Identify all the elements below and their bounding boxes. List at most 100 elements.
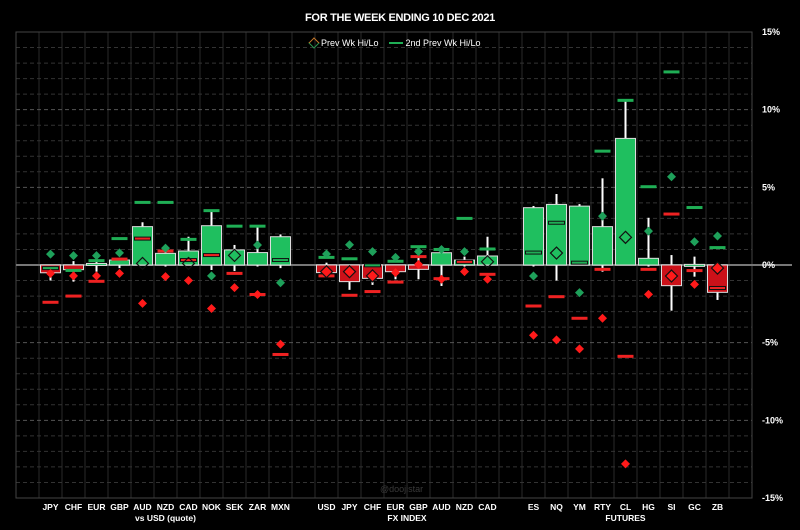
instrument-zar: ZAR [247,224,268,512]
instrument-nok: NOK [201,209,222,512]
prev2-high-line [364,263,381,268]
y-tick-label: -15% [762,493,783,503]
prev2-high-line [709,246,726,250]
prev-low-diamond [552,335,561,345]
x-tick-label: NOK [202,502,222,512]
instrument-nq: NQ [546,194,567,512]
group-label: vs USD (quote) [135,513,196,523]
bar [109,259,130,266]
instrument-ym: YM [569,204,590,512]
prev2-high-line [548,220,565,225]
bar [638,257,659,266]
y-tick-label: 10% [762,105,780,115]
legend-item-prev-wk: Prev Wk Hi/Lo [308,37,379,49]
prev-high-diamond [207,271,216,281]
prev2-low-line [640,267,657,271]
x-tick-label: AUD [133,502,151,512]
instrument-gbp: GBP [408,245,429,512]
prev-low-diamond [253,290,262,300]
prev-low-diamond [460,267,469,277]
prev2-high-line [617,98,634,102]
prev-high-diamond [92,251,101,261]
prev-low-diamond [529,330,538,340]
instrument-jpy: JPY [40,249,61,512]
prev-low-diamond [161,272,170,282]
instrument-chf: CHF [362,247,383,512]
bar [155,252,176,266]
prev-high-diamond [115,248,124,258]
y-tick-label: -10% [762,415,783,425]
prev-low-diamond [621,459,630,469]
prev2-high-line [341,257,358,261]
prev-low-diamond [342,264,357,279]
bar [569,205,590,266]
prev2-low-line [364,290,381,294]
instrument-jpy: JPY [339,240,360,512]
prev-low-diamond [483,274,492,284]
prev-low-diamond [115,268,124,278]
instrument-rty: RTY [592,149,613,512]
y-tick-label: 15% [762,27,780,37]
bar [477,255,498,266]
bar [201,225,222,266]
prev-high-diamond [181,256,196,271]
prev-high-diamond [227,248,242,263]
prev2-high-line [525,250,542,255]
x-tick-label: NZD [456,502,473,512]
instrument-cad: CAD [477,236,498,512]
prev2-high-line [157,200,174,204]
prev2-low-line [663,212,680,216]
instrument-eur: EUR [385,252,406,512]
prev-low-diamond [664,269,679,283]
prev2-low-line [88,279,105,283]
prev-low-diamond [365,269,380,283]
instrument-nzd: NZD [155,200,176,512]
prev-high-diamond [644,226,653,236]
instrument-cad: CAD [178,236,199,512]
prev2-low-line [571,316,588,320]
prev-low-diamond [710,261,725,275]
prev-high-diamond [598,211,607,221]
group-label: FX INDEX [387,513,427,523]
prev2-high-line [663,70,680,74]
prev2-high-line [571,260,588,265]
line-icon [388,42,403,44]
prev-low-diamond [69,271,78,281]
x-tick-label: NQ [550,502,563,512]
prev2-high-line [134,200,151,204]
x-tick-label: MXN [271,502,290,512]
bar [431,252,452,266]
prev2-low-line [42,300,59,304]
prev-low-diamond [319,264,334,279]
y-tick-label: 5% [762,182,775,192]
prev-high-diamond [690,237,699,247]
prev-high-diamond [575,288,584,298]
prev-high-diamond [46,249,55,259]
x-tick-label: SEK [226,502,244,512]
x-tick-label: CAD [179,502,197,512]
instrument-gbp: GBP [109,237,130,512]
prev2-high-line [65,268,82,272]
prev-high-diamond [135,256,150,271]
prev2-high-line [456,216,473,220]
prev-high-diamond [480,254,495,269]
y-tick-label: 0% [762,260,775,270]
x-tick-label: ZB [712,502,723,512]
prev-high-diamond [368,247,377,257]
prev-high-diamond [460,247,469,257]
bar [247,252,268,266]
watermark: @doojistar [380,484,424,494]
bar [86,262,107,266]
instrument-zb: ZB [707,231,728,512]
prev-low-diamond [207,303,216,313]
instrument-gc: GC [684,206,705,512]
prev2-low-line [594,267,611,271]
prev-high-diamond [69,251,78,261]
prev2-low-line [226,271,243,275]
prev2-high-line [249,224,266,228]
instrument-cl: CL [615,98,636,512]
x-tick-label: AUD [432,502,450,512]
x-tick-label: NZD [157,502,174,512]
legend-item-2nd-prev-wk: 2nd Prev Wk Hi/Lo [388,38,481,48]
instrument-sek: SEK [224,224,245,512]
